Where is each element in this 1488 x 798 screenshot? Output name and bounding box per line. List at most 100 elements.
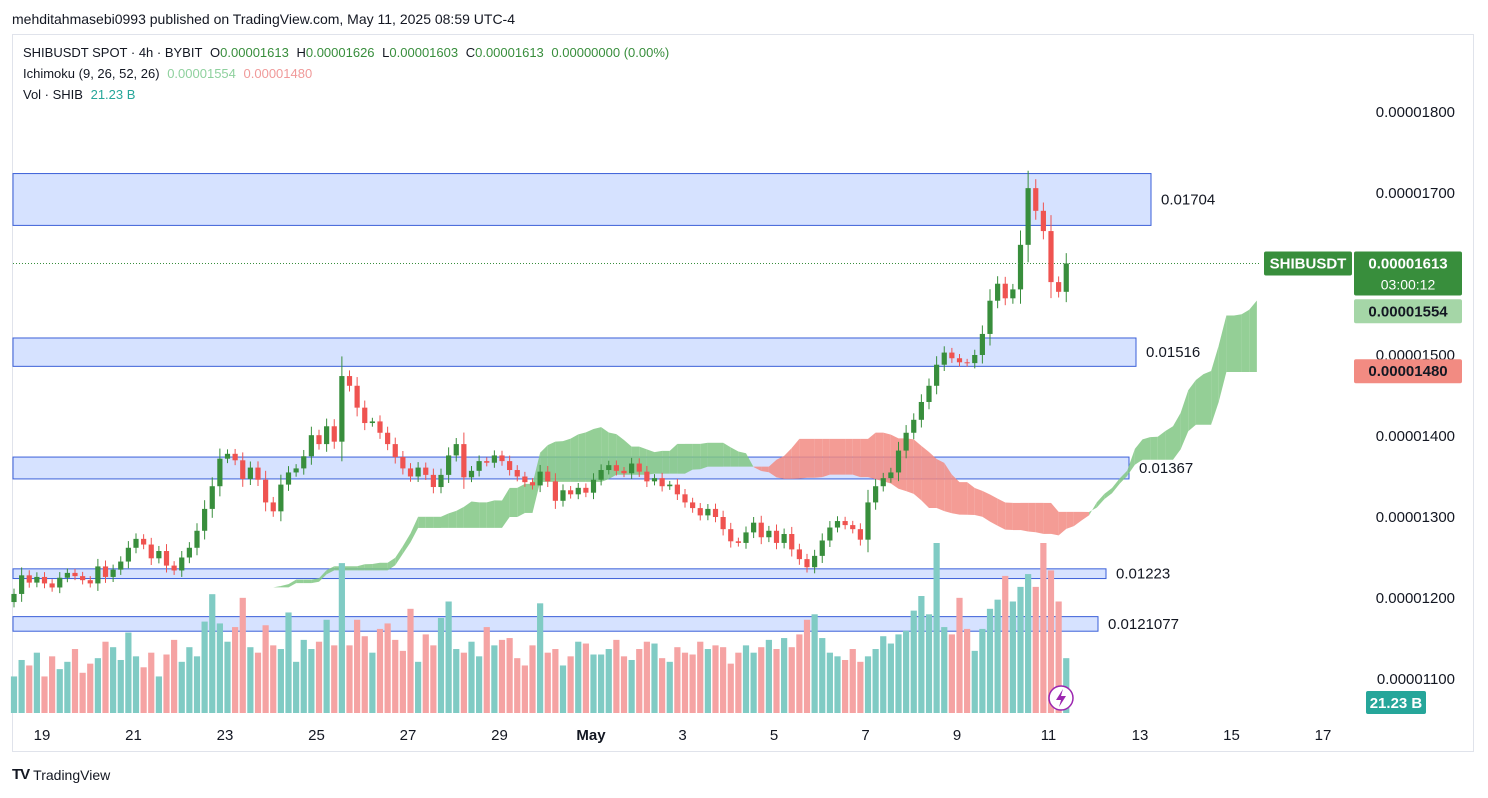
candle-body	[842, 521, 848, 526]
ichimoku-price-tag	[1354, 359, 1462, 384]
ichimoku-bull-cloud	[654, 450, 663, 474]
volume-bar	[971, 650, 978, 713]
candle-body	[1010, 289, 1016, 299]
candle-body	[232, 453, 238, 461]
volume-bar	[262, 625, 269, 713]
ichimoku-bull-cloud	[1188, 380, 1196, 432]
volume-bar	[148, 652, 155, 713]
current-price-label: 0.00001613	[1368, 255, 1447, 272]
candle-body	[377, 421, 383, 433]
candle-body	[247, 467, 253, 479]
candle-body	[118, 561, 124, 570]
volume-bar	[849, 649, 856, 713]
x-axis-tick-label: May	[576, 727, 606, 744]
ichimoku-bull-cloud	[616, 434, 624, 475]
volume-bar	[628, 659, 635, 713]
candle-body	[728, 529, 734, 542]
volume-bar	[18, 659, 25, 713]
ichimoku-bull-cloud	[669, 443, 678, 474]
ichimoku-bull-cloud	[677, 443, 685, 474]
ichimoku-bear-cloud	[990, 494, 998, 526]
high-label: H	[296, 45, 306, 60]
volume-bar	[422, 634, 429, 713]
x-axis-tick-label: 29	[491, 727, 508, 744]
candle-body	[995, 283, 1001, 301]
candle-body	[629, 463, 635, 474]
candle-body	[1048, 231, 1054, 283]
volume-bar	[613, 639, 620, 713]
close-label: C	[465, 45, 476, 60]
volume-bar	[773, 649, 780, 713]
volume-bar	[117, 659, 124, 713]
ichimoku-span-b-value: 0.00001480	[243, 66, 313, 81]
ichimoku-bull-cloud	[273, 586, 281, 588]
volume-bar	[224, 641, 231, 713]
x-axis-tick-label: 13	[1132, 727, 1149, 744]
volume-bar	[453, 649, 460, 713]
candle-body	[522, 476, 528, 483]
x-axis-tick-label: 21	[125, 727, 142, 744]
ichimoku-bear-cloud	[974, 487, 983, 517]
price-zone-label: 0.01704	[1161, 191, 1215, 208]
change-value: 0.00000000 (0.00%)	[551, 45, 670, 60]
volume-bar	[41, 676, 48, 713]
candle-body	[133, 538, 139, 548]
volume-bar	[956, 597, 963, 713]
ichimoku-bull-cloud	[715, 442, 724, 467]
ichimoku-bull-cloud	[1134, 439, 1143, 465]
candle-body	[1017, 244, 1024, 290]
candle-body	[324, 426, 330, 445]
ichimoku-bear-cloud	[837, 438, 846, 475]
x-axis-tick-label: 25	[308, 727, 325, 744]
volume-bar	[79, 672, 86, 713]
ichimoku-bull-cloud	[288, 579, 297, 588]
volume-bar	[781, 638, 788, 713]
ichimoku-bear-cloud	[982, 490, 990, 522]
tradingview-footer[interactable]: TV TradingView	[12, 766, 110, 783]
candle-body	[461, 444, 467, 478]
volume-bar	[643, 641, 650, 713]
ichimoku-bull-cloud	[585, 428, 594, 482]
x-axis-tick-label: 15	[1223, 727, 1240, 744]
ichimoku-bear-cloud	[921, 445, 929, 508]
candle-body	[148, 544, 154, 559]
volume-value: 21.23 B	[90, 87, 136, 102]
volume-bar	[1055, 601, 1062, 713]
candle-body	[751, 522, 757, 533]
x-axis-tick-label: 3	[678, 727, 686, 744]
volume-bar	[659, 658, 666, 713]
volume-bar	[171, 639, 178, 713]
volume-bar	[354, 619, 361, 713]
volume-bar	[636, 649, 643, 713]
candle-body	[156, 551, 162, 559]
candle-body	[423, 467, 429, 475]
volume-bar	[735, 652, 742, 713]
candle-body	[606, 465, 612, 471]
candle-body	[438, 474, 444, 488]
candle-body	[895, 450, 902, 473]
candle-body	[179, 557, 185, 571]
ichimoku-bull-cloud	[441, 513, 449, 528]
candle-body	[339, 376, 345, 442]
volume-bar	[239, 597, 246, 713]
ichimoku-bull-cloud	[349, 566, 358, 571]
ichimoku-bear-cloud	[929, 451, 937, 508]
ichimoku-bull-cloud	[1112, 478, 1120, 494]
y-axis-tick-label: 0.00001800	[1376, 104, 1455, 121]
ichimoku-legend: Ichimoku (9, 26, 52, 26) 0.00001554 0.00…	[23, 66, 316, 81]
candle-body	[659, 478, 665, 487]
volume-bar	[811, 614, 818, 713]
ichimoku-bear-cloud	[883, 432, 891, 484]
candle-body	[773, 530, 780, 543]
candle-body	[926, 385, 932, 402]
candle-body	[34, 576, 40, 583]
candle-body	[301, 456, 307, 469]
ichimoku-bear-cloud	[1028, 502, 1036, 533]
candle-body	[11, 593, 17, 603]
volume-tag-label: 21.23 B	[1370, 695, 1423, 712]
candle-body	[575, 487, 581, 495]
chart-frame	[12, 34, 1474, 752]
candle-body	[1040, 210, 1046, 232]
ichimoku-bull-cloud	[471, 501, 480, 528]
